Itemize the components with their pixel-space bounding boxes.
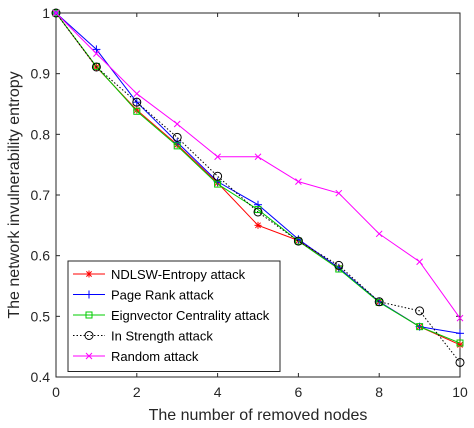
data-point-eignvector-centrality-attack <box>173 142 181 150</box>
data-point-random-attack <box>295 178 302 186</box>
marker-stroke <box>93 50 100 58</box>
series-in-strength-attack <box>51 8 465 367</box>
legend-marker <box>85 352 93 360</box>
x-tick-label: 2 <box>133 384 141 400</box>
y-tick-label: 0.8 <box>31 126 51 142</box>
x-axis-title: The number of removed nodes <box>149 407 368 424</box>
data-point-in-strength-attack <box>51 8 61 18</box>
data-point-random-attack <box>416 258 423 266</box>
legend-box <box>67 260 281 372</box>
data-point-random-attack <box>173 120 181 128</box>
marker-stroke <box>52 9 60 17</box>
marker-stroke <box>86 271 92 277</box>
data-point-eignvector-centrality-attack <box>456 339 464 347</box>
marker-stroke <box>457 341 463 348</box>
legend-item-page-rank-attack: Page Rank attack <box>73 288 214 303</box>
y-tick-label: 0.4 <box>31 369 51 385</box>
legend-marker <box>85 270 93 278</box>
x-tick-label: 0 <box>52 384 60 400</box>
y-tick-label: 0.7 <box>31 187 51 203</box>
data-point-in-strength-attack <box>293 236 303 246</box>
data-point-eignvector-centrality-attack <box>133 107 141 115</box>
marker-stroke <box>456 314 464 322</box>
marker-stroke <box>335 189 343 197</box>
data-point-random-attack <box>52 9 60 17</box>
legend-marker <box>85 290 93 299</box>
legend-item-random-attack: Random attack <box>73 349 199 364</box>
data-point-page-rank-attack <box>92 45 101 54</box>
data-point-in-strength-attack <box>253 207 263 217</box>
data-point-eignvector-centrality-attack <box>214 180 222 188</box>
data-point-page-rank-attack <box>173 138 182 147</box>
legend-label: Random attack <box>111 349 199 364</box>
data-point-page-rank-attack <box>456 329 464 338</box>
marker-stroke <box>416 258 423 266</box>
data-point-in-strength-attack <box>132 97 142 107</box>
legend-label: Eignvector Centrality attack <box>111 308 270 323</box>
data-point-in-strength-attack <box>213 171 223 181</box>
data-point-in-strength-attack <box>455 357 465 367</box>
y-tick-label: 0.9 <box>31 66 51 82</box>
data-point-page-rank-attack <box>254 200 262 209</box>
series-layer <box>51 8 465 367</box>
data-point-in-strength-attack <box>172 132 182 142</box>
y-tick-label: 0.6 <box>31 248 51 264</box>
legend: NDLSW-Entropy attack Page Rank attack Eign… <box>67 260 281 372</box>
legend-item-ndlsw-entropy-attack: NDLSW-Entropy attack <box>73 267 246 282</box>
legend-item-in-strength-attack: In Strength attack <box>73 329 213 344</box>
series-line-in-strength-attack <box>55 12 461 363</box>
y-tick-label: 1 <box>42 5 50 21</box>
tick-labels-layer: 0 2 4 6 8 10 0.4 0.5 0.6 0.7 0.8 0.9 1 <box>31 5 468 400</box>
x-tick-label: 10 <box>452 384 468 400</box>
data-point-random-attack <box>93 50 100 58</box>
data-point-in-strength-attack <box>334 260 344 270</box>
data-point-random-attack <box>335 189 343 197</box>
data-point-page-rank-attack <box>132 98 141 107</box>
data-point-eignvector-centrality-attack <box>416 323 424 331</box>
legend-label: NDLSW-Entropy attack <box>111 267 246 282</box>
marker-stroke <box>214 153 221 161</box>
x-tick-label: 8 <box>375 384 383 400</box>
data-point-eignvector-centrality-attack <box>294 237 302 245</box>
data-point-random-attack <box>456 314 464 322</box>
marker-stroke <box>85 352 93 360</box>
x-tick-label: 6 <box>295 384 303 400</box>
y-axis-title: The network invulnerability entropy <box>6 71 23 318</box>
marker-stroke <box>295 178 302 186</box>
data-point-random-attack <box>214 153 221 161</box>
legend-label: Page Rank attack <box>111 288 214 303</box>
marker-stroke <box>255 222 261 229</box>
data-point-eignvector-centrality-attack <box>52 9 60 17</box>
data-point-in-strength-attack <box>374 297 384 307</box>
data-point-in-strength-attack <box>415 306 425 316</box>
series-line-eignvector-centrality-attack <box>55 12 461 344</box>
series-random-attack <box>52 9 464 322</box>
data-point-in-strength-attack <box>91 62 101 72</box>
legend-item-eignvector-centrality-attack: Eignvector Centrality attack <box>73 308 270 323</box>
legend-marker <box>85 311 93 319</box>
marker-stroke <box>173 120 181 128</box>
data-point-random-attack <box>375 230 383 238</box>
legend-label: In Strength attack <box>111 329 213 344</box>
marker-stroke <box>133 90 141 98</box>
y-tick-label: 0.5 <box>31 308 51 324</box>
data-point-ndlsw-entropy-attack <box>254 221 262 229</box>
data-point-random-attack <box>133 90 141 98</box>
marker-stroke <box>254 153 262 161</box>
marker-stroke <box>375 230 383 238</box>
x-tick-label: 4 <box>214 384 222 400</box>
data-point-ndlsw-entropy-attack <box>133 106 141 114</box>
legend-marker <box>84 331 94 340</box>
data-point-random-attack <box>254 153 262 161</box>
